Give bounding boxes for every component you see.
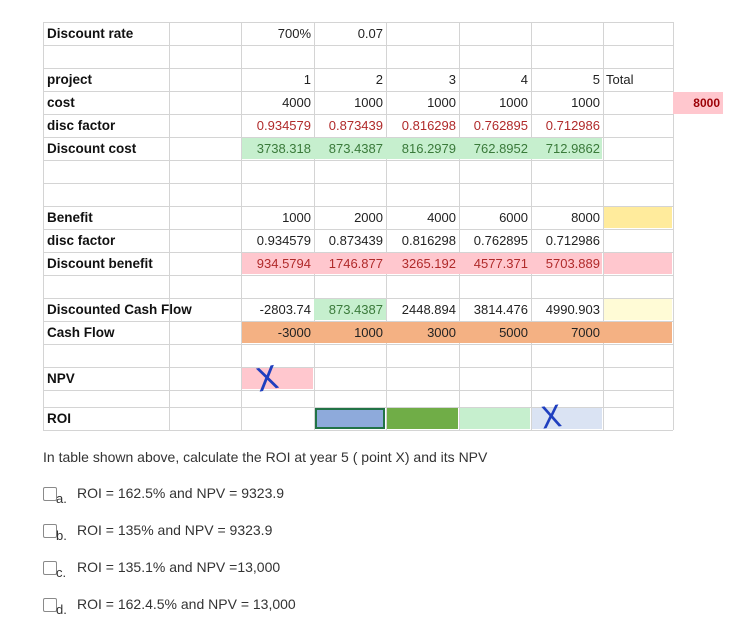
benefit-label: Benefit (47, 210, 93, 225)
benefit-disc-factor-value: 0.762895 (473, 233, 528, 248)
discount-cost-value: 816.2979 (401, 141, 456, 156)
question-text: In table shown above, calculate the ROI … (43, 449, 488, 465)
option-a-letter: a. (56, 491, 67, 506)
dcf-total-fill (604, 299, 672, 320)
benefit-disc-factor-value: 0.873439 (328, 233, 383, 248)
cost-value: 1000 (427, 95, 456, 110)
option-d-checkbox[interactable] (43, 598, 57, 612)
discount-cost-fill (242, 138, 602, 159)
option-d-letter: d. (56, 602, 67, 617)
cost-disc-factor-value: 0.873439 (328, 118, 383, 133)
option-a-text: ROI = 162.5% and NPV = 9323.9 (77, 485, 285, 501)
roi-lavender-fill (532, 408, 602, 429)
dcf-year2-fill (314, 299, 386, 320)
dcf-value: 4990.903 (545, 302, 600, 317)
cost-disc-factor-value: 0.712986 (545, 118, 600, 133)
cost-value: 4000 (282, 95, 311, 110)
discount-rate-value: 0.07 (357, 26, 383, 41)
cash-flow-value: 1000 (354, 325, 383, 340)
project-year-5: 5 (592, 72, 600, 87)
cash-flow-label: Cash Flow (47, 325, 115, 340)
discount-benefit-label: Discount benefit (47, 256, 153, 271)
discount-cost-value: 712.9862 (545, 141, 600, 156)
cost-disc-factor-value: 0.816298 (401, 118, 456, 133)
project-label: project (47, 72, 93, 87)
benefit-disc-factor-value: 0.934579 (256, 233, 311, 248)
benefit-value: 8000 (571, 210, 600, 225)
npv-fill (242, 368, 313, 389)
option-b-letter: b. (56, 528, 67, 543)
cost-value: 1000 (499, 95, 528, 110)
cost-value: 1000 (354, 95, 383, 110)
cash-flow-value: -3000 (277, 325, 311, 340)
project-year-1: 1 (303, 72, 311, 87)
cash-flow-fill (242, 322, 672, 343)
discount-cost-value: 762.8952 (473, 141, 528, 156)
option-b-checkbox[interactable] (43, 524, 57, 538)
dcf-value: -2803.74 (259, 302, 311, 317)
discount-benefit-value: 4577.371 (473, 256, 528, 271)
roi-green-fill (387, 408, 458, 429)
cost-disc-factor-value: 0.934579 (256, 118, 311, 133)
dcf-value: 3814.476 (473, 302, 528, 317)
project-year-4: 4 (520, 72, 528, 87)
option-c-letter: c. (56, 565, 67, 580)
discount-rate-pct: 700% (277, 26, 311, 41)
discount-benefit-value: 5703.889 (545, 256, 600, 271)
discount-benefit-value: 3265.192 (401, 256, 456, 271)
benefit-disc-factor-value: 0.816298 (401, 233, 456, 248)
dcf-value: 2448.894 (401, 302, 456, 317)
discount-benefit-fill (242, 253, 602, 274)
discount-benefit-value: 1746.877 (328, 256, 383, 271)
benefit-disc-factor-label: disc factor (47, 233, 116, 248)
benefit-value: 2000 (354, 210, 383, 225)
benefit-value: 6000 (499, 210, 528, 225)
option-c-checkbox[interactable] (43, 561, 57, 575)
discount-benefit-total-fill (604, 253, 672, 274)
benefit-total-fill (604, 207, 672, 228)
dcf-value: 873.4387 (328, 302, 383, 317)
cash-flow-value: 3000 (427, 325, 456, 340)
cost-disc-factor-label: disc factor (47, 118, 116, 133)
project-year-3: 3 (448, 72, 456, 87)
cost-label: cost (47, 95, 75, 110)
roi-light-green-fill (460, 408, 530, 429)
discount-cost-value: 873.4387 (328, 141, 383, 156)
roi-label: ROI (47, 411, 72, 426)
roi-selected-cell[interactable] (315, 408, 385, 429)
project-year-2: 2 (375, 72, 383, 87)
option-a-checkbox[interactable] (43, 487, 57, 501)
cash-flow-value: 5000 (499, 325, 528, 340)
cost-disc-factor-value: 0.762895 (473, 118, 528, 133)
cost-value: 1000 (571, 95, 600, 110)
cost-total: 8000 (673, 92, 723, 114)
discount-benefit-value: 934.5794 (256, 256, 311, 271)
discounted-cash-flow-label: Discounted Cash Flow (47, 302, 192, 317)
discount-rate-label: Discount rate (47, 26, 134, 41)
cash-flow-value: 7000 (571, 325, 600, 340)
discount-cost-label: Discount cost (47, 141, 137, 156)
benefit-disc-factor-value: 0.712986 (545, 233, 600, 248)
option-c-text: ROI = 135.1% and NPV =13,000 (77, 559, 281, 575)
roi-handwritten-x: X (538, 399, 564, 437)
option-b-text: ROI = 135% and NPV = 9323.9 (77, 522, 273, 538)
project-total-label: Total (606, 72, 634, 87)
discount-cost-value: 3738.318 (256, 141, 311, 156)
benefit-value: 4000 (427, 210, 456, 225)
option-d-text: ROI = 162.4.5% and NPV = 13,000 (77, 596, 296, 612)
npv-label: NPV (47, 371, 75, 386)
npv-handwritten-x: X (252, 358, 282, 398)
benefit-value: 1000 (282, 210, 311, 225)
